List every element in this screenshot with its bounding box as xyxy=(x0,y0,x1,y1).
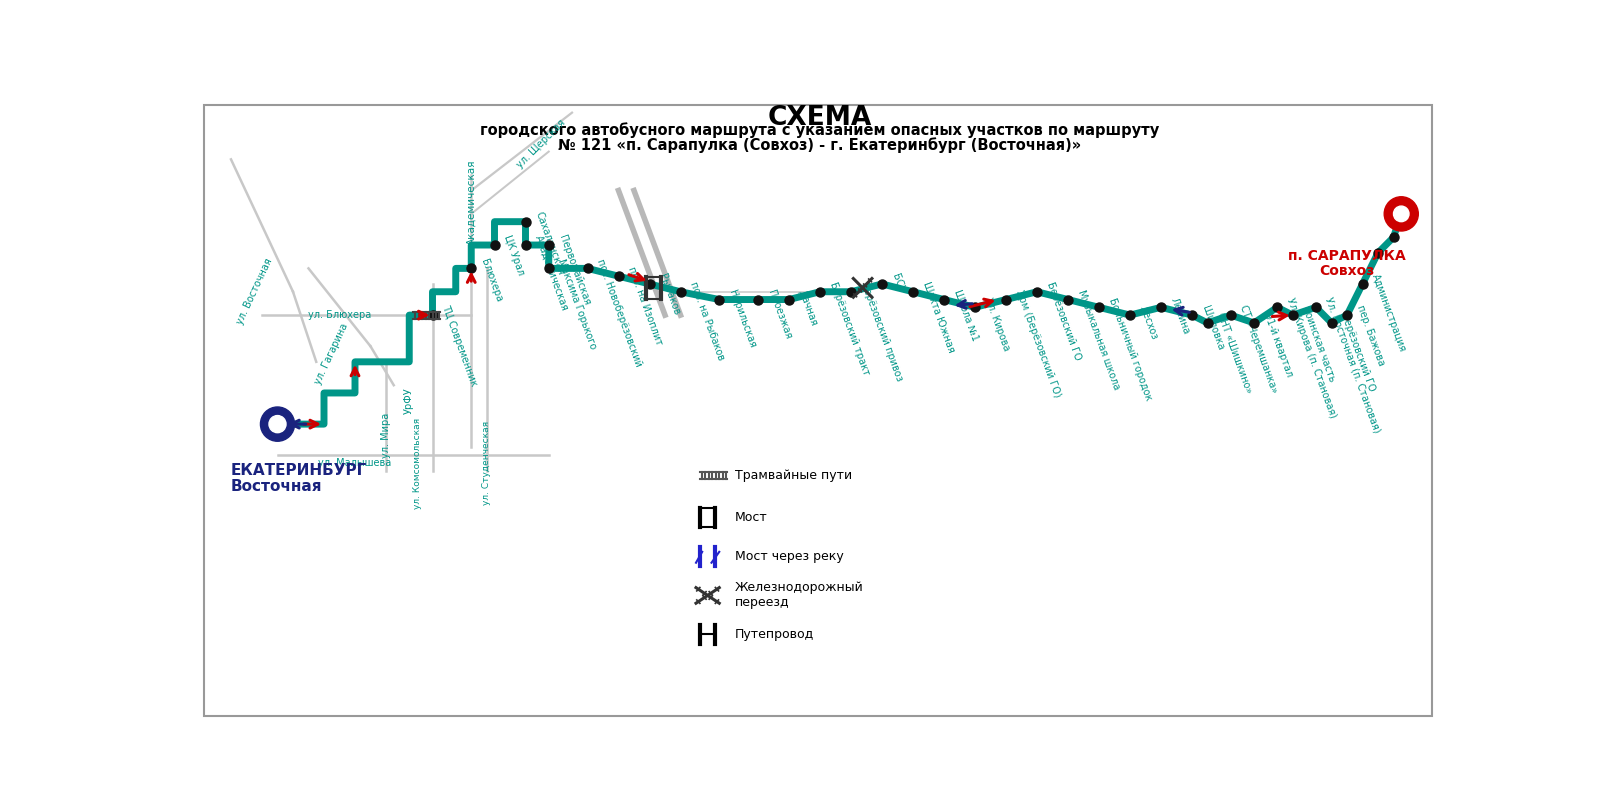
Text: Берёзовский тракт: Берёзовский тракт xyxy=(827,281,870,377)
Circle shape xyxy=(1384,197,1418,231)
Text: пер. Бажова: пер. Бажова xyxy=(1355,304,1386,367)
Text: ул. Мира: ул. Мира xyxy=(381,413,390,459)
Text: Мост: Мост xyxy=(734,511,768,524)
Text: Музыкальная школа: Музыкальная школа xyxy=(1075,288,1122,391)
Text: Мост через реку: Мост через реку xyxy=(734,550,843,563)
Text: ЦК Урал: ЦК Урал xyxy=(502,234,526,277)
Text: Берёзовский ГО: Берёзовский ГО xyxy=(1339,311,1378,392)
Text: Берёзовский ГО: Берёзовский ГО xyxy=(1045,281,1083,362)
Text: Ленина: Ленина xyxy=(1168,296,1192,336)
Text: ЕКАТЕРИНБУРГ: ЕКАТЕРИНБУРГ xyxy=(230,463,368,478)
Text: пов. на Изоплит: пов. на Изоплит xyxy=(626,265,664,346)
Text: ТЦ Современник: ТЦ Современник xyxy=(440,304,478,388)
Text: Хрм (Берёзовский ГО): Хрм (Берёзовский ГО) xyxy=(1014,288,1062,399)
Text: Восточная: Восточная xyxy=(230,479,323,493)
Text: Воинская часть: Воинская часть xyxy=(1301,304,1338,383)
Text: п. САРАПУЛКА: п. САРАПУЛКА xyxy=(1288,249,1406,263)
Text: ул. Блюхера: ул. Блюхера xyxy=(307,310,371,320)
Text: ул. Гагарина: ул. Гагарина xyxy=(314,322,350,386)
Text: Блюхера: Блюхера xyxy=(478,257,504,303)
Text: Путепровод: Путепровод xyxy=(734,628,814,641)
Circle shape xyxy=(261,407,294,441)
Text: пос. Новоберёзовский: пос. Новоберёзовский xyxy=(595,257,643,367)
Text: Сахалинская: Сахалинская xyxy=(533,210,565,277)
Text: Шиловка: Шиловка xyxy=(1200,304,1226,351)
Text: ул. Студенческая: ул. Студенческая xyxy=(482,421,491,505)
Text: Академическая: Академическая xyxy=(533,234,570,312)
Text: пов. на Рыбаков: пов. на Рыбаков xyxy=(688,281,726,362)
Text: ул. Восточная: ул. Восточная xyxy=(235,257,274,326)
Text: СХЕМА: СХЕМА xyxy=(768,105,872,131)
Circle shape xyxy=(269,416,286,433)
Text: Академическая: Академическая xyxy=(466,159,477,245)
Circle shape xyxy=(1394,206,1410,222)
Text: СНТ «Шишкино»: СНТ «Шишкино» xyxy=(1216,311,1254,396)
Text: БСУ: БСУ xyxy=(890,273,906,294)
Text: № 121 «п. Сарапулка (Совхоз) - г. Екатеринбург (Восточная)»: № 121 «п. Сарапулка (Совхоз) - г. Екатер… xyxy=(558,138,1082,153)
Text: Совхоз: Совхоз xyxy=(1320,265,1374,278)
Text: Больничный городок: Больничный городок xyxy=(1107,296,1154,401)
Text: городского автобусного маршрута с указанием опасных участков по маршруту: городского автобусного маршрута с указан… xyxy=(480,122,1160,138)
Text: Ул. Кирова (п. Становая): Ул. Кирова (п. Становая) xyxy=(1285,296,1338,419)
Text: Трамвайные пути: Трамвайные пути xyxy=(734,468,851,481)
Text: 91-й квартал: 91-й квартал xyxy=(1262,311,1294,378)
Text: УрФУ: УрФУ xyxy=(405,388,414,414)
Text: Норильская: Норильская xyxy=(726,288,757,349)
Text: Рыбаков: Рыбаков xyxy=(658,273,682,317)
Text: СТ «Черемшанка»: СТ «Черемшанка» xyxy=(1238,304,1280,395)
Text: Лесхоз: Лесхоз xyxy=(1138,304,1160,341)
Text: Администрация: Администрация xyxy=(1370,273,1408,354)
Text: Ул. Кирова: Ул. Кирова xyxy=(982,296,1011,352)
Text: Школа №1: Школа №1 xyxy=(952,288,979,342)
Text: Ул. Восточная (п. Становая): Ул. Восточная (п. Становая) xyxy=(1323,296,1382,434)
Text: Дачная: Дачная xyxy=(797,288,819,327)
Text: ул. Щерская: ул. Щерская xyxy=(515,117,568,170)
Text: Шахта Южная: Шахта Южная xyxy=(920,281,955,354)
Text: Берёзовский привоз: Берёзовский привоз xyxy=(859,281,904,383)
Text: Проезжая: Проезжая xyxy=(766,288,792,340)
Text: Первомайская: Первомайская xyxy=(557,234,592,307)
Text: ул. Комсомольская: ул. Комсомольская xyxy=(413,417,421,509)
Text: ул. Малышева: ул. Малышева xyxy=(318,458,392,468)
Text: Железнодорожный
переезд: Железнодорожный переезд xyxy=(734,582,864,609)
Text: Максима Горького: Максима Горького xyxy=(557,257,598,350)
